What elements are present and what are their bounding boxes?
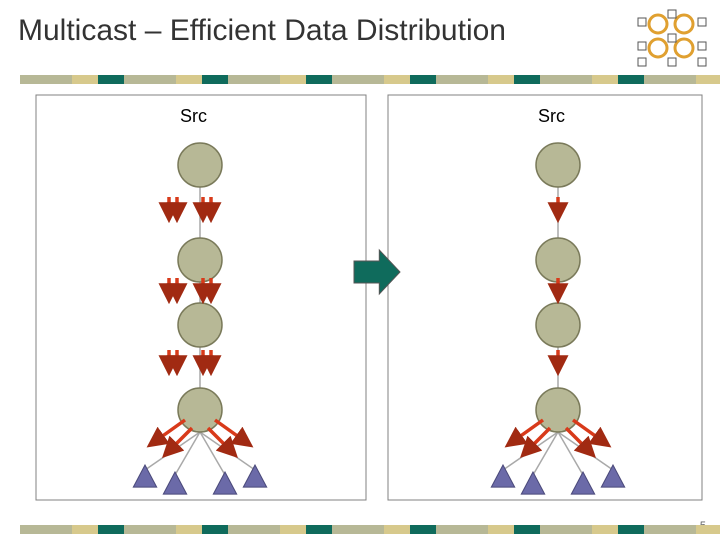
logo-box [638,42,646,50]
stripe-seg [644,525,670,534]
stripe-seg [46,525,72,534]
stripe-seg [592,525,618,534]
stripe-seg [150,525,176,534]
logo-box [698,42,706,50]
logo-ring [649,39,667,57]
logo-ring [675,15,693,33]
stripe-seg [72,75,98,84]
logo-box [668,58,676,66]
stripe-seg [436,525,462,534]
stripe-seg [358,525,384,534]
stripe-seg [670,525,696,534]
router-node [536,303,580,347]
logo-box [698,18,706,26]
stripe-seg [514,75,540,84]
stripe-seg [98,75,124,84]
stripe-seg [202,525,228,534]
router-node [178,388,222,432]
stripe-seg [514,525,540,534]
corner-logo [638,10,706,66]
stripe-seg [462,525,488,534]
stripe-seg [566,75,592,84]
stripe-seg [332,75,358,84]
stripe-seg [254,525,280,534]
stripe-seg [540,525,566,534]
stripe-seg [150,75,176,84]
router-node [178,303,222,347]
src-label: Src [538,106,565,126]
stripe-seg [696,525,720,534]
stripe-seg [618,525,644,534]
stripe-seg [306,75,332,84]
src-label: Src [180,106,207,126]
stripe-seg [176,525,202,534]
stripe-seg [384,525,410,534]
stripe-seg [306,525,332,534]
stripe-seg [20,525,46,534]
logo-box [668,10,676,18]
logo-box [668,34,676,42]
stripe-seg [72,525,98,534]
router-node [178,238,222,282]
stripe-seg [462,75,488,84]
stripe-seg [670,75,696,84]
stripe-seg [280,525,306,534]
logo-ring [649,15,667,33]
diagram-canvas: Src Src [0,0,720,540]
stripe-seg [644,75,670,84]
logo-box [638,58,646,66]
logo-ring [675,39,693,57]
logo-box [638,18,646,26]
stripe-seg [410,75,436,84]
stripe-seg [280,75,306,84]
stripe-seg [358,75,384,84]
stripe-seg [202,75,228,84]
stripe-seg [618,75,644,84]
stripe-seg [124,75,150,84]
router-node [536,388,580,432]
stripe-seg [20,75,46,84]
stripe-seg [592,75,618,84]
stripe-seg [488,525,514,534]
stripe-seg [46,75,72,84]
stripe-seg [98,525,124,534]
router-node [536,143,580,187]
stripe-seg [176,75,202,84]
stripe-seg [540,75,566,84]
router-node [536,238,580,282]
stripe-seg [384,75,410,84]
stripe-seg [696,75,720,84]
logo-box [698,58,706,66]
stripe-seg [410,525,436,534]
stripe-seg [254,75,280,84]
stripe-seg [436,75,462,84]
stripe-seg [566,525,592,534]
router-node [178,143,222,187]
stripe-seg [228,75,254,84]
stripe-seg [332,525,358,534]
stripe-seg [228,525,254,534]
stripe-seg [124,525,150,534]
stripe-seg [488,75,514,84]
